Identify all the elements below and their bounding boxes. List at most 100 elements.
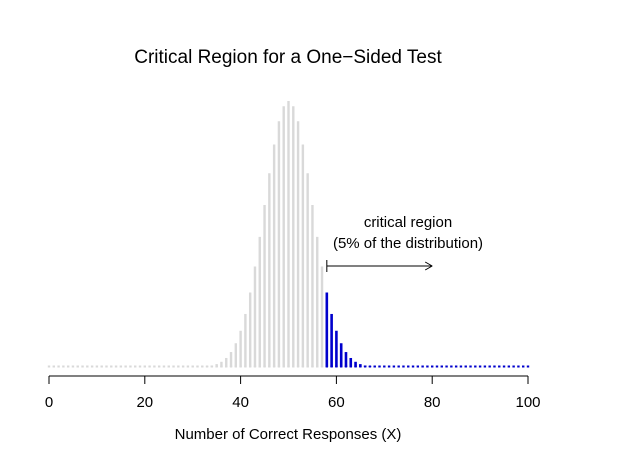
bar-baseline-mark — [66, 365, 70, 368]
bar-baseline-mark — [387, 365, 391, 368]
bar-baseline-mark — [172, 365, 175, 368]
bar-baseline-mark — [339, 365, 343, 368]
bar-baseline-mark — [478, 365, 482, 368]
bar-baseline-mark — [52, 365, 55, 368]
bar-baseline-mark — [234, 365, 238, 368]
bar-baseline-mark — [205, 365, 209, 368]
critical-region-annotation: critical region (5% of the distribution) — [326, 214, 483, 272]
bar-baseline-mark — [316, 365, 319, 368]
bar-baseline-mark — [134, 365, 137, 368]
bar-baseline-mark — [526, 365, 530, 368]
bar-baseline-mark — [229, 365, 233, 368]
bar-baseline-mark — [507, 365, 511, 368]
bar-baseline-mark — [220, 365, 223, 368]
bar-baseline-mark — [306, 365, 309, 368]
bar-baseline-mark — [416, 365, 420, 368]
bar-baseline-mark — [162, 365, 166, 368]
bar-baseline-mark — [76, 365, 79, 368]
annotation-arrow-head — [424, 265, 433, 271]
bar-baseline-mark — [148, 365, 151, 368]
x-axis-label: Number of Correct Responses (X) — [175, 426, 402, 443]
bar-baseline-mark — [383, 365, 386, 368]
bar-baseline-mark — [368, 365, 372, 368]
bar-baseline-mark — [392, 365, 396, 368]
bar-baseline-mark — [110, 365, 113, 368]
bar-baseline-mark — [287, 365, 290, 368]
bar-baseline-mark — [378, 365, 381, 368]
bars-group — [47, 101, 530, 368]
bar-baseline-mark — [95, 365, 99, 368]
bar-baseline-mark — [167, 365, 170, 368]
bar-baseline-mark — [522, 365, 525, 368]
x-tick-label: 80 — [424, 394, 441, 411]
bar-baseline-mark — [397, 365, 400, 368]
bar-baseline-mark — [263, 365, 266, 368]
bar-baseline-mark — [435, 365, 439, 368]
bar-baseline-mark — [282, 365, 285, 368]
bar-baseline-mark — [153, 365, 156, 368]
bar-baseline-mark — [138, 365, 142, 368]
bar-baseline-mark — [62, 365, 65, 368]
bar-baseline-mark — [373, 365, 376, 368]
bar-baseline-mark — [407, 365, 410, 368]
bar-baseline-mark — [450, 365, 453, 368]
bar-baseline-mark — [129, 365, 132, 368]
bar-baseline-mark — [445, 365, 448, 368]
x-tick-label: 0 — [45, 394, 53, 411]
bar-baseline-mark — [517, 365, 520, 368]
bar-baseline-mark — [292, 365, 295, 368]
bar-baseline-mark — [191, 365, 194, 368]
bar-baseline-mark — [258, 365, 261, 368]
bar-baseline-mark — [57, 365, 60, 368]
bar-baseline-mark — [320, 365, 324, 368]
bar-baseline-mark — [311, 365, 314, 368]
chart-title: Critical Region for a One−Sided Test — [134, 47, 442, 68]
bar-baseline-mark — [440, 365, 443, 368]
bar-baseline-mark — [469, 365, 472, 368]
annotation-line-2: (5% of the distribution) — [333, 235, 483, 252]
bar-baseline-mark — [277, 365, 281, 368]
bar-baseline-mark — [201, 365, 204, 368]
bar-baseline-mark — [474, 365, 477, 368]
bar-baseline-mark — [431, 365, 434, 368]
x-ticks: 0 20 40 60 80 100 — [45, 376, 541, 411]
x-tick-label: 20 — [136, 394, 153, 411]
bar-baseline-mark — [344, 365, 348, 368]
bar-baseline-mark — [157, 365, 161, 368]
bar-baseline-mark — [90, 365, 94, 368]
bar-baseline-mark — [186, 365, 190, 368]
bar-baseline-mark — [272, 365, 276, 368]
bar-baseline-mark — [210, 365, 214, 368]
bar-baseline-mark — [47, 365, 51, 368]
bar-baseline-mark — [459, 365, 463, 368]
bar-baseline-mark — [359, 365, 362, 368]
bar-baseline-mark — [124, 365, 127, 368]
x-tick-label: 100 — [515, 394, 540, 411]
bar-baseline-mark — [100, 365, 103, 368]
bar-baseline-mark — [268, 365, 271, 368]
bar-baseline-mark — [354, 365, 357, 368]
bar-baseline-mark — [498, 365, 501, 368]
bar-baseline-mark — [402, 365, 405, 368]
bar-baseline-mark — [488, 365, 491, 368]
x-tick-label: 60 — [328, 394, 345, 411]
bar-baseline-mark — [363, 365, 367, 368]
bar-baseline-mark — [114, 365, 118, 368]
bar-baseline-mark — [143, 365, 146, 368]
bar-baseline-mark — [426, 365, 429, 368]
bar-baseline-mark — [502, 365, 506, 368]
x-tick-label: 40 — [232, 394, 249, 411]
bar-baseline-mark — [119, 365, 123, 368]
x-axis: 0 20 40 60 80 100 — [45, 375, 541, 411]
bar-baseline-mark — [239, 365, 242, 368]
bar-baseline-mark — [181, 365, 185, 368]
bar-baseline-mark — [325, 365, 329, 368]
annotation-line-1: critical region — [364, 214, 452, 231]
bar-baseline-mark — [215, 365, 218, 368]
bar-baseline-mark — [301, 365, 305, 368]
bar-baseline-mark — [335, 365, 338, 368]
bar-baseline-mark — [248, 365, 252, 368]
bar-baseline-mark — [225, 365, 228, 368]
annotation-arrow-head — [424, 261, 433, 267]
bar-baseline-mark — [86, 365, 89, 368]
